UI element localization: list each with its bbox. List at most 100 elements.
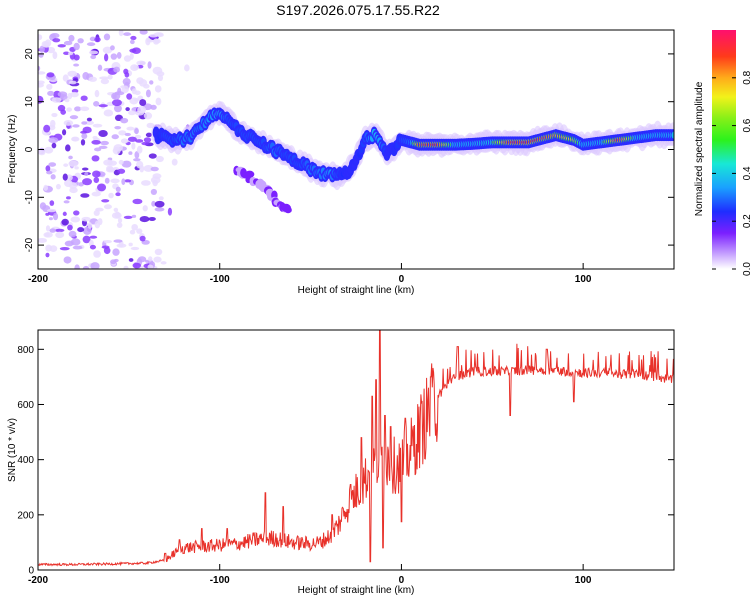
noise-speckle [114, 125, 122, 130]
y-tick-label: 20 [24, 48, 35, 60]
noise-speckle [103, 159, 113, 166]
noise-speckle [124, 179, 132, 183]
noise-speckle [49, 245, 58, 252]
x-tick-label: -100 [210, 274, 230, 285]
noise-speckle [98, 104, 108, 108]
y-tick-label: 800 [17, 345, 34, 356]
noise-speckle [62, 173, 68, 181]
noise-speckle [100, 140, 109, 146]
noise-speckle [123, 32, 132, 36]
noise-speckle [46, 170, 53, 175]
noise-speckle [38, 34, 43, 41]
noise-speckle [38, 65, 41, 71]
noise-speckle [133, 65, 140, 70]
noise-speckle [41, 40, 49, 48]
spectrogram-x-label: Height of straight line (km) [298, 285, 415, 296]
noise-speckle [80, 193, 90, 198]
noise-speckle [150, 176, 161, 184]
noise-speckle [121, 178, 126, 185]
noise-speckle [154, 38, 161, 44]
noise-speckle [150, 166, 159, 172]
noise-speckle [82, 265, 90, 269]
noise-speckle [131, 88, 137, 95]
noise-speckle [74, 264, 80, 269]
noise-speckle [143, 137, 152, 143]
noise-speckle [38, 237, 47, 243]
noise-speckle [160, 261, 167, 265]
noise-speckle [93, 250, 101, 258]
noise-speckle [78, 182, 84, 187]
noise-speckle [62, 129, 67, 136]
noise-speckle [131, 142, 136, 150]
noise-speckle [133, 98, 140, 102]
noise-speckle [147, 61, 152, 69]
noise-speckle [103, 33, 111, 41]
noise-speckle [134, 151, 140, 159]
noise-speckle [103, 204, 112, 210]
noise-speckle [103, 239, 112, 244]
noise-speckle [126, 93, 133, 100]
noise-speckle [167, 207, 173, 216]
noise-speckle [100, 78, 110, 85]
snr-x-axis: -200 -100 0 100 [28, 564, 592, 586]
noise-speckle [67, 70, 78, 77]
noise-speckle [81, 167, 89, 171]
snr-y-label: SNR (10 * v/v) [7, 418, 18, 482]
noise-speckle [143, 165, 154, 172]
noise-speckle [68, 80, 77, 85]
colorbar-tick-label: 0.4 [742, 166, 750, 180]
noise-speckle [103, 109, 114, 117]
snr-plot [38, 330, 674, 567]
noise-speckle [46, 46, 56, 54]
noise-speckle [117, 168, 126, 174]
noise-speckle [52, 38, 61, 43]
noise-speckle [137, 106, 147, 114]
ridge-mid [671, 131, 674, 139]
noise-speckle [153, 256, 162, 263]
noise-speckle [113, 207, 119, 212]
noise-speckle [70, 238, 81, 246]
snr-x-label: Height of straight line (km) [298, 585, 415, 596]
noise-speckle [66, 196, 71, 200]
noise-speckle [73, 210, 80, 216]
noise-speckle [129, 48, 137, 53]
noise-speckle [124, 132, 131, 137]
noise-speckle [154, 248, 163, 256]
noise-speckle [74, 166, 79, 170]
noise-speckle [136, 145, 143, 154]
noise-speckle [63, 40, 73, 46]
noise-speckle [52, 212, 59, 221]
noise-speckle [77, 227, 85, 233]
noise-speckle [143, 112, 153, 120]
noise-speckle [63, 256, 72, 264]
noise-speckle [84, 120, 94, 126]
noise-speckle [115, 192, 121, 197]
noise-speckle [93, 147, 102, 152]
noise-speckle [123, 55, 132, 62]
colorbar-tick-label: 0.0 [742, 262, 750, 276]
noise-speckle [66, 107, 72, 112]
noise-speckle [38, 150, 46, 156]
noise-speckle [121, 160, 132, 168]
noise-speckle [48, 217, 53, 221]
noise-speckle [108, 192, 114, 199]
noise-speckle [51, 142, 57, 149]
noise-speckle [55, 183, 61, 190]
noise-speckle [63, 119, 74, 126]
noise-speckle [118, 30, 124, 37]
noise-speckle [118, 130, 127, 136]
noise-speckle [123, 265, 129, 269]
noise-speckle [112, 99, 122, 107]
noise-speckle [97, 64, 103, 71]
noise-speckle [49, 119, 56, 128]
noise-speckle [64, 98, 70, 103]
x-tick-label: 100 [575, 575, 592, 586]
noise-speckle [49, 228, 57, 233]
y-tick-label: 200 [17, 510, 34, 521]
colorbar-gradient [712, 30, 736, 269]
noise-speckle [43, 184, 49, 191]
noise-speckle [47, 90, 55, 96]
noise-speckle [45, 165, 51, 172]
noise-speckle [139, 164, 145, 173]
noise-speckle [123, 68, 129, 75]
